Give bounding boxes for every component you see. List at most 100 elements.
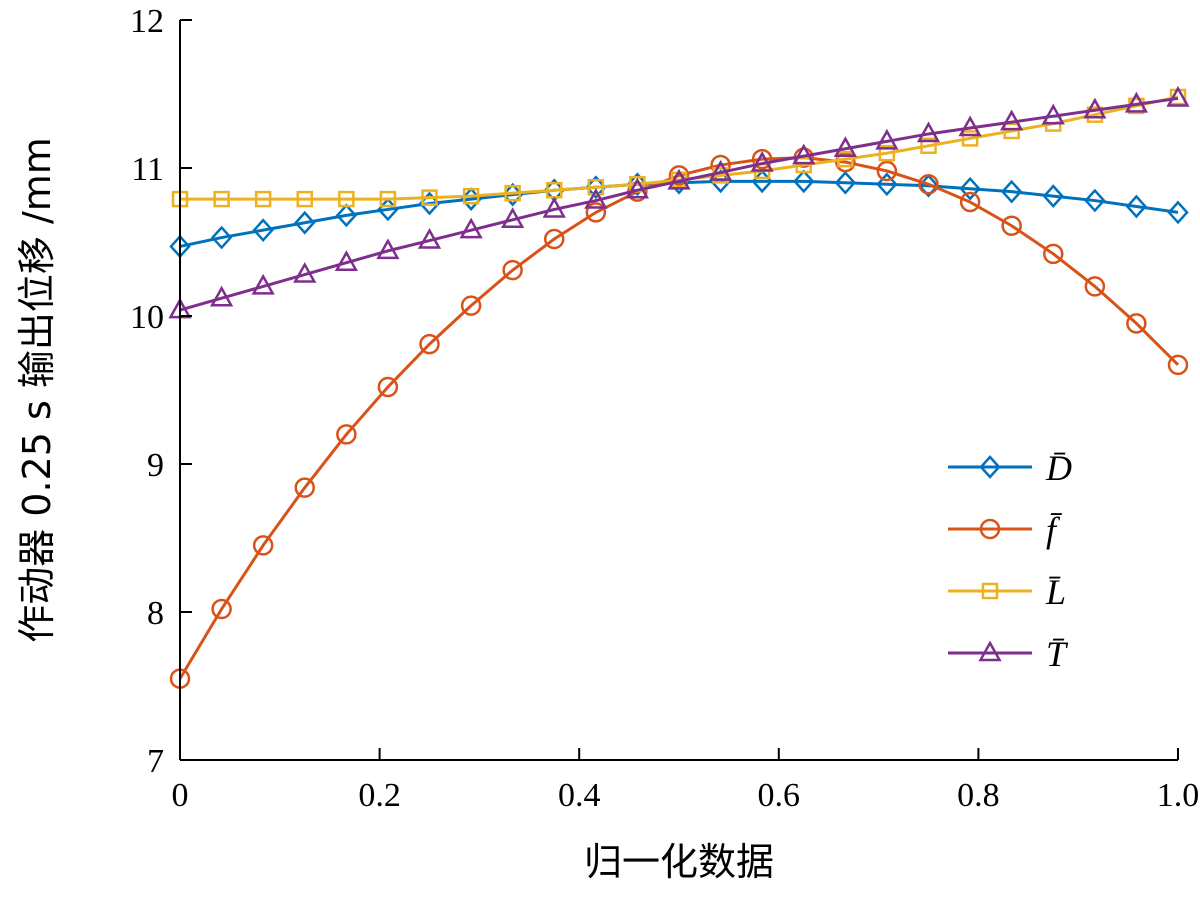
- data-point-f: [211, 598, 232, 620]
- data-point-f: [502, 259, 523, 281]
- data-point-f: [585, 202, 607, 223]
- data-point-D: [1084, 188, 1106, 213]
- data-point-T: [1124, 91, 1149, 113]
- data-point-T: [251, 273, 275, 295]
- data-point-f: [876, 160, 898, 182]
- data-point-D: [876, 172, 898, 197]
- x-tick-label: 0.6: [758, 777, 801, 814]
- legend-label-T: T̄: [1046, 634, 1069, 674]
- data-point-T: [958, 115, 982, 137]
- data-point-D: [294, 210, 316, 235]
- data-point-T: [792, 143, 816, 165]
- data-point-D: [252, 218, 274, 243]
- data-point-f: [1167, 354, 1189, 376]
- data-point-T: [1000, 109, 1024, 131]
- y-tick-label: 9: [147, 447, 164, 484]
- data-point-D: [959, 176, 981, 201]
- data-point-L: [587, 178, 605, 196]
- data-point-f: [1084, 276, 1106, 297]
- data-point-L: [504, 184, 521, 202]
- y-tick-label: 10: [130, 299, 164, 336]
- data-point-L: [920, 137, 937, 155]
- data-point-T: [334, 250, 358, 271]
- data-point-T: [750, 150, 774, 172]
- data-point-L: [254, 190, 272, 208]
- data-point-T: [1041, 103, 1065, 125]
- series-T: [168, 85, 1190, 319]
- data-point-T: [1166, 85, 1190, 107]
- data-point-T: [293, 261, 317, 283]
- data-point-T: [625, 177, 650, 199]
- data-point-D: [1042, 184, 1064, 208]
- y-tick-label: 11: [131, 151, 164, 188]
- series-f: [169, 147, 1189, 689]
- data-point-D: [1125, 194, 1148, 219]
- y-axis-title: 作动器 0.25 s 输出位移 /mm: [15, 137, 59, 643]
- data-point-T: [376, 238, 400, 260]
- legend-marker-f: [979, 518, 1001, 540]
- data-point-f: [1043, 243, 1064, 265]
- data-point-D: [1167, 200, 1189, 225]
- data-point-f: [377, 376, 399, 398]
- data-point-D: [210, 225, 233, 250]
- data-point-f: [751, 148, 773, 170]
- data-point-L: [837, 150, 854, 168]
- legend-item-D: D̄: [948, 448, 1072, 488]
- legend-item-T: T̄: [948, 634, 1069, 674]
- data-point-L: [213, 190, 230, 208]
- series-line-f: [178, 156, 1180, 680]
- data-point-T: [708, 159, 733, 181]
- legend-marker-T: [978, 640, 1002, 662]
- data-point-D: [834, 170, 857, 195]
- data-point-f: [544, 228, 565, 250]
- legend-item-L: L̄: [948, 572, 1066, 612]
- legend-marker-D: [979, 455, 1001, 479]
- data-point-T: [542, 196, 566, 218]
- ticks: 0 0.2 0.4 0.6 0.8 1.0 7 8 9 10 11 12: [130, 3, 1199, 814]
- legend-marker-L: [981, 582, 999, 600]
- data-point-f: [252, 535, 274, 556]
- data-point-L: [462, 187, 480, 205]
- data-point-L: [795, 156, 812, 174]
- data-point-L: [878, 144, 896, 162]
- data-point-T: [417, 227, 442, 249]
- data-point-T: [667, 168, 691, 190]
- data-point-f: [959, 191, 981, 213]
- data-point-T: [584, 187, 608, 209]
- data-point-T: [875, 128, 899, 150]
- data-point-T: [209, 285, 234, 307]
- x-tick-label: 1.0: [1157, 777, 1200, 814]
- legend-label-L: L̄: [1045, 572, 1066, 612]
- x-tick-label: 0.2: [358, 777, 401, 814]
- x-tick-label: 0.8: [957, 777, 1000, 814]
- data-point-L: [421, 189, 438, 206]
- data-point-L: [379, 190, 397, 208]
- data-point-f: [419, 333, 440, 355]
- data-point-L: [961, 130, 979, 147]
- legend-box: [930, 440, 1090, 690]
- data-point-L: [338, 190, 355, 208]
- data-point-f: [668, 165, 690, 186]
- data-point-D: [1000, 179, 1023, 204]
- x-tick-label: 0.4: [558, 777, 601, 814]
- axes: [179, 20, 1178, 761]
- data-point-T: [833, 136, 857, 158]
- data-point-f: [294, 477, 315, 498]
- data-point-T: [916, 121, 941, 143]
- x-tick-label: 0: [172, 777, 189, 814]
- legend-label-D: D̄: [1045, 448, 1072, 488]
- data-point-f: [1001, 215, 1022, 236]
- y-tick-label: 7: [147, 743, 164, 780]
- legend: D̄f̄L̄T̄: [930, 440, 1090, 690]
- data-point-f: [460, 295, 482, 316]
- data-point-L: [296, 190, 313, 208]
- data-point-f: [918, 174, 939, 195]
- data-point-D: [335, 203, 358, 228]
- y-tick-label: 12: [130, 3, 164, 40]
- plot-area: [168, 85, 1190, 689]
- data-point-T: [459, 217, 483, 239]
- series-line-T: [179, 96, 1179, 312]
- data-point-f: [1126, 313, 1147, 334]
- data-point-f: [336, 424, 357, 445]
